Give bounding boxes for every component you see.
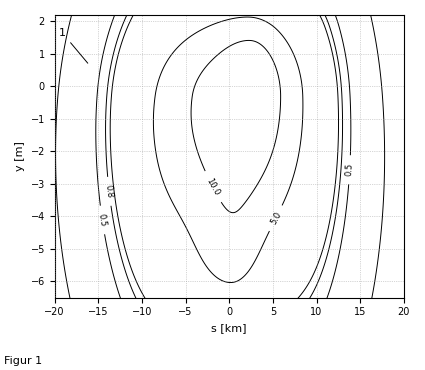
- Text: 1: 1: [59, 28, 88, 63]
- Text: 0.8: 0.8: [104, 184, 114, 198]
- Text: 0.8: 0.8: [270, 323, 286, 339]
- Text: 0.5: 0.5: [345, 163, 354, 176]
- X-axis label: s [km]: s [km]: [212, 323, 247, 333]
- Text: 0.1: 0.1: [68, 309, 80, 324]
- Text: 5.0: 5.0: [269, 210, 283, 226]
- Text: 0.1: 0.1: [360, 0, 372, 3]
- Y-axis label: y [m]: y [m]: [15, 141, 25, 171]
- Text: 0.5: 0.5: [97, 213, 108, 227]
- Text: 1.0: 1.0: [278, 303, 293, 319]
- Text: 10.0: 10.0: [204, 176, 221, 197]
- Text: Figur 1: Figur 1: [4, 356, 43, 366]
